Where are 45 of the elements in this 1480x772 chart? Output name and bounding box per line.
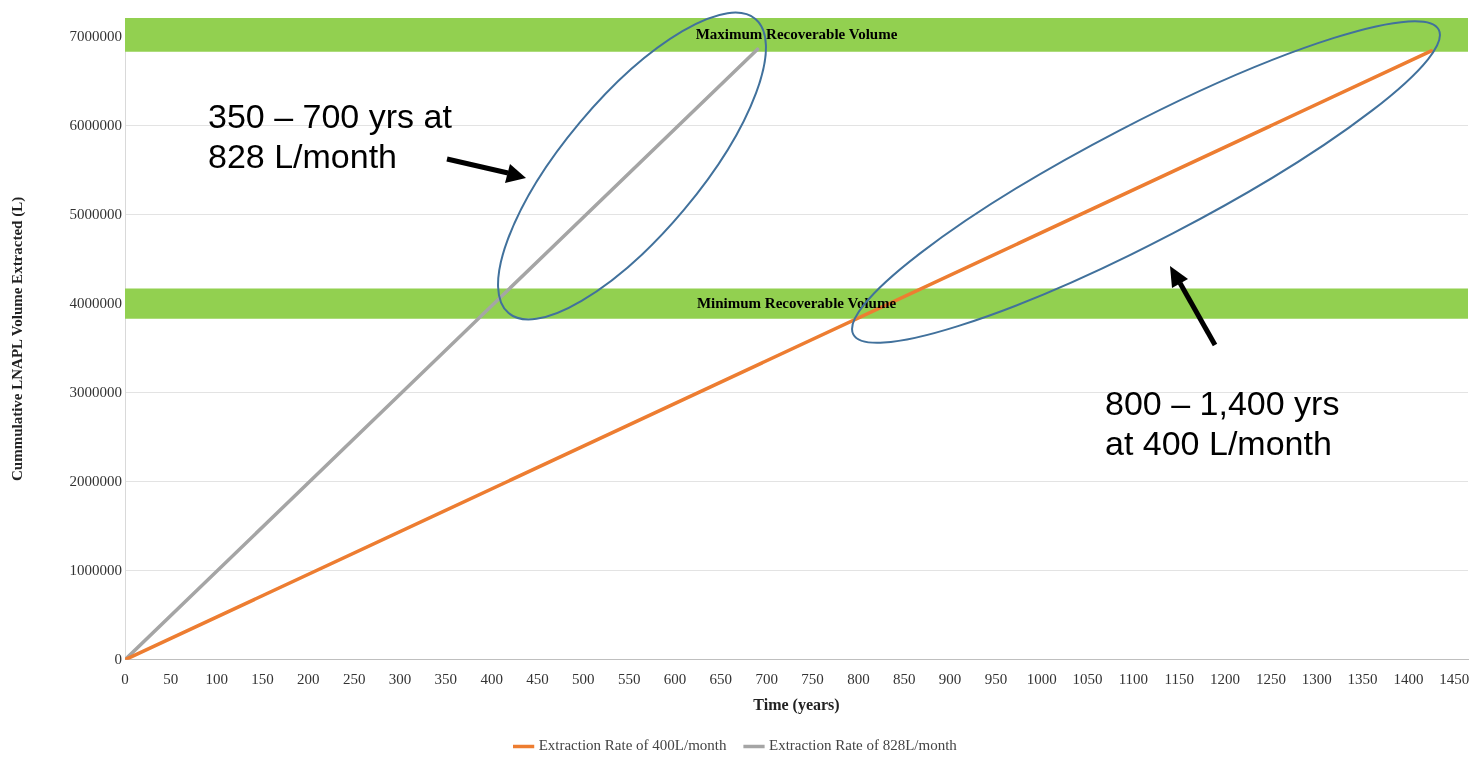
annotation: 350 – 700 yrs at 828 L/month: [208, 96, 453, 176]
x-tick-label: 1150: [1164, 670, 1194, 687]
y-axis-title: Cummulative LNAPL Volume Extracted (L): [8, 196, 26, 481]
x-tick-label: 500: [572, 670, 595, 687]
x-tick-label: 1000: [1026, 670, 1057, 687]
x-tick-label: 450: [526, 670, 549, 687]
x-tick-label: 800: [847, 670, 870, 687]
x-tick-label: 1050: [1072, 670, 1103, 687]
y-tick-label: 3000000: [69, 383, 122, 400]
x-tick-label: 1300: [1301, 670, 1332, 687]
x-tick-label: 250: [342, 670, 366, 687]
legend-label: Extraction Rate of 400L/month: [538, 737, 727, 754]
x-tick-label: 400: [480, 670, 503, 687]
x-tick-label: 350: [434, 670, 458, 687]
band-label: Minimum Recoverable Volume: [696, 294, 897, 311]
x-tick-label: 1450: [1439, 670, 1470, 687]
x-tick-label: 650: [709, 670, 733, 687]
y-tick-label: 2000000: [69, 472, 122, 489]
y-tick-label: 4000000: [69, 294, 122, 311]
legend-label: Extraction Rate of 828L/month: [769, 737, 958, 754]
annotation: 800 – 1,400 yrs at 400 L/month: [1105, 383, 1341, 463]
x-tick-label: 600: [663, 670, 687, 687]
y-tick-label: 5000000: [69, 205, 122, 222]
x-tick-label: 1100: [1118, 670, 1149, 687]
x-tick-label: 150: [251, 670, 274, 687]
x-axis-title: Time (years): [753, 695, 840, 714]
x-tick-label: 100: [205, 670, 228, 687]
y-tick-label: 1000000: [69, 561, 122, 578]
x-tick-label: 900: [938, 670, 962, 687]
x-tick-label: 550: [617, 670, 641, 687]
y-tick-label: 7000000: [69, 27, 122, 44]
x-tick-label: 50: [163, 670, 179, 687]
x-tick-label: 750: [801, 670, 824, 687]
y-tick-label: 0: [114, 650, 122, 667]
x-tick-label: 300: [388, 670, 412, 687]
band-label: Maximum Recoverable Volume: [695, 25, 898, 42]
x-tick-label: 850: [892, 670, 916, 687]
x-tick-label: 1250: [1255, 670, 1286, 687]
y-tick-label: 6000000: [69, 116, 122, 133]
x-tick-label: 700: [755, 670, 778, 687]
x-tick-label: 1200: [1210, 670, 1241, 687]
x-tick-label: 200: [297, 670, 320, 687]
x-tick-label: 950: [984, 670, 1008, 687]
x-tick-label: 1400: [1393, 670, 1424, 687]
x-tick-label: 1350: [1347, 670, 1378, 687]
